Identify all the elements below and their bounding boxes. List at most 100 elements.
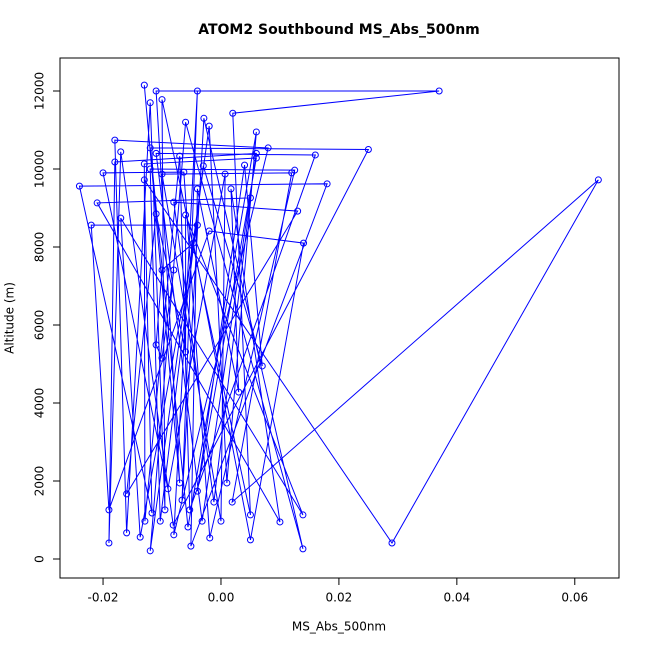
data-point bbox=[193, 87, 201, 95]
data-point bbox=[178, 496, 186, 504]
data-point bbox=[146, 165, 154, 173]
data-point bbox=[170, 198, 178, 206]
data-point bbox=[180, 168, 188, 176]
data-point bbox=[146, 99, 154, 107]
y-tick-label: 6000 bbox=[33, 310, 47, 341]
data-point bbox=[170, 266, 178, 274]
data-point bbox=[187, 542, 195, 550]
data-point bbox=[186, 506, 194, 514]
data-line bbox=[78, 85, 599, 551]
data-point bbox=[158, 170, 166, 178]
data-point bbox=[227, 185, 235, 193]
data-point bbox=[364, 145, 372, 153]
data-point bbox=[189, 239, 197, 247]
data-point bbox=[594, 176, 602, 184]
data-point bbox=[136, 533, 144, 541]
data-point bbox=[93, 199, 101, 207]
data-point bbox=[148, 509, 156, 517]
x-tick-label: 0.02 bbox=[326, 591, 353, 605]
data-point bbox=[193, 185, 201, 193]
y-tick-label: 0 bbox=[33, 555, 47, 563]
data-point bbox=[140, 160, 148, 168]
x-tick-label: 0.00 bbox=[208, 591, 235, 605]
y-tick-label: 10000 bbox=[33, 150, 47, 188]
data-point bbox=[199, 162, 207, 170]
data-point bbox=[140, 176, 148, 184]
data-point bbox=[75, 182, 83, 190]
data-point bbox=[223, 479, 231, 487]
data-point bbox=[252, 149, 260, 157]
y-tick-label: 8000 bbox=[33, 232, 47, 263]
data-point bbox=[146, 547, 154, 555]
data-point bbox=[206, 534, 214, 542]
y-tick-label: 4000 bbox=[33, 388, 47, 419]
data-point bbox=[117, 214, 125, 222]
y-tick-label: 12000 bbox=[33, 72, 47, 110]
data-point bbox=[146, 144, 154, 152]
data-point bbox=[294, 207, 302, 215]
data-point bbox=[264, 144, 272, 152]
data-point bbox=[205, 122, 213, 130]
data-point bbox=[228, 498, 236, 506]
data-point bbox=[300, 239, 308, 247]
data-point bbox=[184, 523, 192, 531]
data-point bbox=[152, 149, 160, 157]
data-point bbox=[123, 490, 131, 498]
data-point bbox=[299, 511, 307, 519]
data-point bbox=[246, 511, 254, 519]
data-point bbox=[258, 362, 266, 370]
data-point bbox=[161, 506, 169, 514]
data-point bbox=[169, 521, 177, 529]
data-point bbox=[141, 517, 149, 525]
y-tick-label: 2000 bbox=[33, 466, 47, 497]
chart-title: ATOM2 Southbound MS_Abs_500nm bbox=[198, 22, 480, 38]
data-point bbox=[229, 109, 237, 117]
data-point bbox=[252, 128, 260, 136]
data-point bbox=[241, 161, 249, 169]
y-axis-label: Altitude (m) bbox=[3, 282, 17, 354]
data-point bbox=[158, 96, 166, 104]
data-point bbox=[246, 536, 254, 544]
data-point bbox=[182, 348, 190, 356]
data-point bbox=[99, 169, 107, 177]
data-point bbox=[246, 194, 254, 202]
data-point bbox=[217, 517, 225, 525]
data-point bbox=[198, 517, 206, 525]
data-point bbox=[221, 170, 229, 178]
data-point bbox=[210, 498, 218, 506]
data-point bbox=[123, 529, 131, 537]
data-point bbox=[111, 158, 119, 166]
data-point bbox=[105, 539, 113, 547]
data-point bbox=[323, 180, 331, 188]
data-point bbox=[87, 221, 95, 229]
data-point bbox=[111, 136, 119, 144]
x-tick-label: 0.06 bbox=[561, 591, 588, 605]
data-point bbox=[176, 152, 184, 160]
data-point bbox=[152, 87, 160, 95]
data-point bbox=[156, 517, 164, 525]
data-point bbox=[182, 118, 190, 126]
data-point bbox=[152, 341, 160, 349]
data-point bbox=[152, 210, 160, 218]
data-point bbox=[252, 154, 260, 162]
data-point bbox=[299, 545, 307, 553]
data-point bbox=[276, 518, 284, 526]
data-point bbox=[117, 148, 125, 156]
data-point bbox=[170, 531, 178, 539]
data-point bbox=[435, 87, 443, 95]
data-point bbox=[140, 81, 148, 89]
data-point bbox=[288, 169, 296, 177]
x-tick-label: -0.02 bbox=[88, 591, 119, 605]
plot-frame bbox=[59, 57, 620, 579]
data-point bbox=[158, 266, 166, 274]
data-point bbox=[182, 211, 190, 219]
data-point bbox=[176, 479, 184, 487]
data-point bbox=[158, 354, 166, 362]
data-point bbox=[200, 114, 208, 122]
data-point bbox=[311, 151, 319, 159]
x-tick-label: 0.04 bbox=[443, 591, 470, 605]
data-point bbox=[193, 221, 201, 229]
data-point bbox=[205, 227, 213, 235]
x-axis-label: MS_Abs_500nm bbox=[292, 620, 386, 634]
